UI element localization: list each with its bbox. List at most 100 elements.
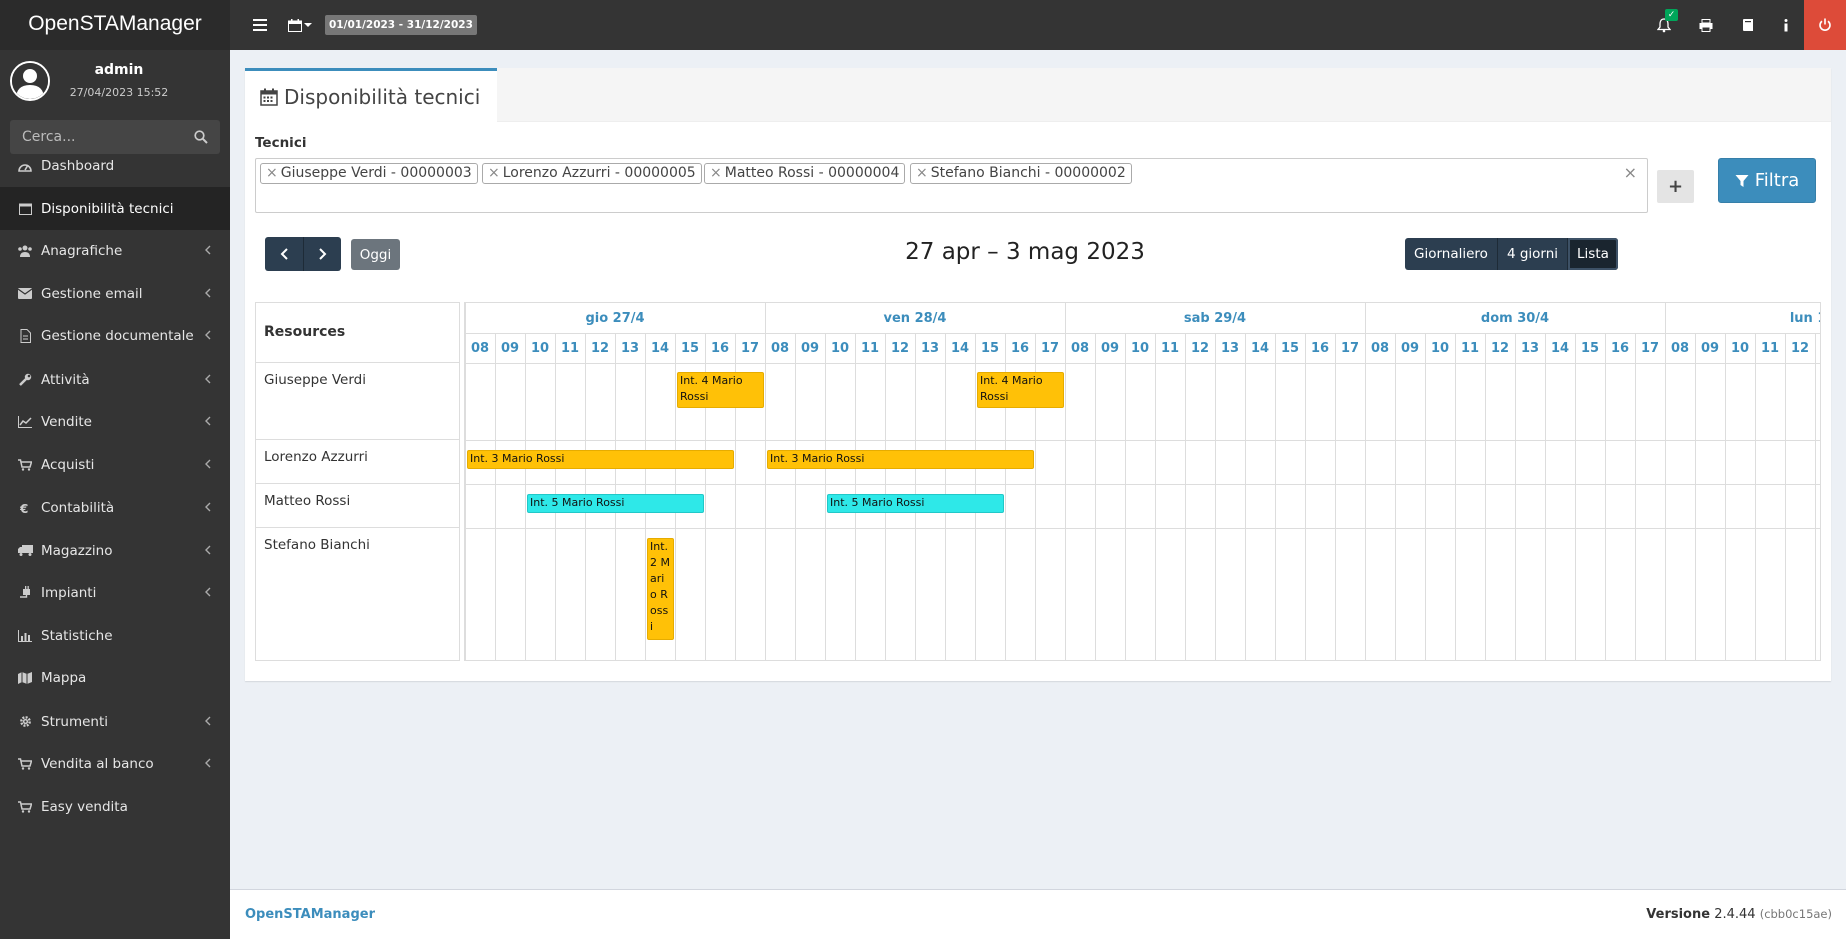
today-button[interactable]: Oggi [351, 239, 400, 270]
sidebar-item-attivita[interactable]: Attività [0, 358, 230, 401]
sidebar-item-impianti[interactable]: Impianti [0, 571, 230, 614]
resource-timeline: Resources Giuseppe Verdi Lorenzo Azzurri… [255, 302, 1821, 661]
app-logo[interactable]: OpenSTAManager [0, 0, 230, 50]
chevron-left-icon [205, 286, 211, 302]
tecnici-multiselect[interactable]: × Giuseppe Verdi - 00000003 × Lorenzo Azzu… [255, 158, 1648, 213]
caret-down-icon [304, 23, 312, 27]
wrench-icon [17, 373, 33, 386]
sidebar-item-statistiche[interactable]: Statistiche [0, 614, 230, 657]
hour-header: 11 [1761, 341, 1779, 356]
hour-header: 16 [711, 341, 729, 356]
date-range-badge[interactable]: 01/01/2023 - 31/12/2023 [325, 15, 477, 35]
remove-chip-icon[interactable]: × [266, 165, 278, 181]
prev-period-button[interactable] [265, 237, 303, 271]
sidebar-item-vendite[interactable]: Vendite [0, 400, 230, 443]
filter-button-label: Filtra [1754, 170, 1800, 191]
remove-chip-icon[interactable]: × [916, 165, 928, 181]
event-block[interactable]: Int. 3 Mario Rossi [467, 450, 734, 469]
remove-chip-icon[interactable]: × [710, 165, 722, 181]
tecnico-chip[interactable]: × Matteo Rossi - 00000004 [704, 163, 906, 184]
resource-row: Stefano Bianchi [256, 528, 459, 660]
view-daily-button[interactable]: Giornaliero [1405, 238, 1498, 270]
resources-header: Resources [256, 303, 459, 363]
print-button[interactable] [1686, 0, 1726, 50]
tecnico-chip[interactable]: × Lorenzo Azzurri - 00000005 [482, 163, 702, 184]
tecnico-chip[interactable]: × Stefano Bianchi - 00000002 [910, 163, 1132, 184]
tecnico-chip[interactable]: × Giuseppe Verdi - 00000003 [260, 163, 478, 184]
event-block[interactable]: Int. 4 Mario Rossi [677, 372, 764, 408]
user-name[interactable]: admin [94, 62, 144, 78]
chevron-left-icon [205, 372, 211, 388]
sidebar-item-mappa[interactable]: Mappa [0, 656, 230, 699]
sidebar-item-contabilita[interactable]: € Contabilità [0, 486, 230, 529]
search-input[interactable] [10, 120, 190, 154]
resource-row: Giuseppe Verdi [256, 363, 459, 440]
line-chart-icon [17, 415, 33, 428]
resource-column: Resources Giuseppe Verdi Lorenzo Azzurri… [255, 302, 460, 661]
sidebar-item-label: Impianti [41, 584, 97, 601]
search-button[interactable] [194, 130, 208, 148]
chevron-left-icon [205, 543, 211, 559]
filter-button[interactable]: Filtra [1718, 158, 1816, 203]
sidebar-item-strumenti[interactable]: Strumenti [0, 700, 230, 743]
sidebar-item-label: Magazzino [41, 542, 113, 559]
sidebar-item-label: Gestione documentale [41, 327, 194, 344]
cog-icon [17, 715, 33, 728]
sidebar-item-label: Easy vendita [41, 798, 128, 815]
event-block[interactable]: Int. 3 Mario Rossi [767, 450, 1034, 469]
guide-button[interactable] [1728, 0, 1768, 50]
next-period-button[interactable] [303, 237, 341, 271]
event-block[interactable]: Int. 2 Mario Rossi [647, 538, 674, 640]
sidebar-item-easy-vendita[interactable]: Easy vendita [0, 785, 230, 828]
avatar[interactable] [10, 61, 50, 101]
calendar-icon [17, 202, 33, 215]
day-header[interactable]: sab 29/4 [1184, 311, 1246, 326]
sidebar-item-disponibilita-tecnici[interactable]: Disponibilità tecnici [0, 187, 230, 230]
day-header[interactable]: gio 27/4 [585, 311, 644, 326]
view-list-button[interactable]: Lista [1568, 238, 1618, 270]
event-block[interactable]: Int. 4 Mario Rossi [977, 372, 1064, 408]
footer-brand-link[interactable]: OpenSTAManager [245, 907, 375, 922]
footer-version: Versione 2.4.44 (cbb0c15ae) [1646, 907, 1832, 922]
view-4days-button[interactable]: 4 giorni [1497, 238, 1569, 270]
info-button[interactable] [1768, 0, 1804, 50]
sidebar-item-dashboard[interactable]: Dashboard [0, 144, 230, 187]
event-block[interactable]: Int. 5 Mario Rossi [827, 494, 1004, 513]
remove-chip-icon[interactable]: × [488, 165, 500, 181]
hour-header: 09 [1401, 341, 1419, 356]
tab-disponibilita-tecnici[interactable]: Disponibilità tecnici [245, 68, 497, 123]
hour-header: 10 [531, 341, 549, 356]
hour-header: 11 [1461, 341, 1479, 356]
truck-icon [17, 545, 33, 556]
sidebar-item-label: Contabilità [41, 499, 115, 516]
chip-label: Giuseppe Verdi - 00000003 [280, 165, 472, 181]
hour-header: 10 [1431, 341, 1449, 356]
sidebar-item-acquisti[interactable]: Acquisti [0, 443, 230, 486]
event-block[interactable]: Int. 5 Mario Rossi [527, 494, 704, 513]
logout-button[interactable] [1804, 0, 1846, 50]
clear-selection-icon[interactable]: × [1623, 163, 1637, 182]
cart-icon [17, 800, 33, 813]
day-header[interactable]: lun 1/5 [1790, 311, 1821, 326]
period-dropdown-button[interactable] [280, 0, 320, 50]
sidebar-item-label: Dashboard [41, 157, 115, 174]
version-number: 2.4.44 [1714, 907, 1756, 922]
hour-header: 08 [471, 341, 489, 356]
file-icon [17, 328, 33, 343]
sidebar-item-label: Statistiche [41, 627, 113, 644]
sidebar-item-magazzino[interactable]: Magazzino [0, 529, 230, 572]
day-header[interactable]: ven 28/4 [884, 311, 947, 326]
resource-name: Matteo Rossi [264, 493, 351, 509]
day-header[interactable]: dom 30/4 [1481, 311, 1549, 326]
sidebar-toggle-button[interactable] [240, 0, 280, 50]
sidebar-item-label: Mappa [41, 669, 87, 686]
hour-header: 09 [801, 341, 819, 356]
sidebar-item-anagrafiche[interactable]: Anagrafiche [0, 229, 230, 272]
calendar-icon [288, 18, 302, 32]
sidebar-item-vendita-al-banco[interactable]: Vendita al banco [0, 742, 230, 785]
notifications-button[interactable]: ✓ [1644, 0, 1684, 50]
add-tecnico-button[interactable]: + [1657, 170, 1694, 203]
chevron-left-icon [205, 328, 211, 344]
sidebar-item-gestione-email[interactable]: Gestione email [0, 272, 230, 315]
sidebar-item-gestione-documentale[interactable]: Gestione documentale [0, 314, 230, 357]
